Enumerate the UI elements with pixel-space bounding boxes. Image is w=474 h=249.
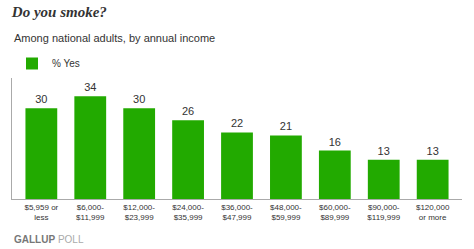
svg-text:$48,000-$59,999: $48,000-$59,999: [270, 203, 302, 222]
svg-text:$120,000or more: $120,000or more: [416, 203, 450, 222]
svg-text:$90,000-$119,999: $90,000-$119,999: [367, 203, 400, 222]
svg-text:$24,000-$35,999: $24,000-$35,999: [172, 203, 204, 222]
svg-text:30: 30: [133, 93, 145, 105]
svg-text:GALLUP POLL: GALLUP POLL: [14, 234, 84, 245]
svg-text:$60,000-$89,999: $60,000-$89,999: [319, 203, 351, 222]
svg-text:Among national adults, by annu: Among national adults, by annual income: [14, 32, 215, 44]
svg-text:13: 13: [378, 145, 390, 157]
svg-text:$5,959 orless: $5,959 orless: [24, 203, 58, 222]
svg-text:$36,000-$47,999: $36,000-$47,999: [221, 203, 253, 222]
svg-text:13: 13: [427, 145, 439, 157]
svg-text:$6,000-$11,999: $6,000-$11,999: [76, 203, 105, 222]
svg-text:26: 26: [182, 105, 194, 117]
svg-text:34: 34: [84, 81, 96, 93]
svg-text:16: 16: [329, 136, 341, 148]
svg-text:% Yes: % Yes: [52, 58, 80, 69]
svg-text:22: 22: [231, 117, 243, 129]
svg-text:$12,000-$23,999: $12,000-$23,999: [123, 203, 155, 222]
svg-text:21: 21: [280, 120, 292, 132]
svg-text:30: 30: [35, 93, 47, 105]
svg-text:Do you smoke?: Do you smoke?: [11, 4, 107, 20]
